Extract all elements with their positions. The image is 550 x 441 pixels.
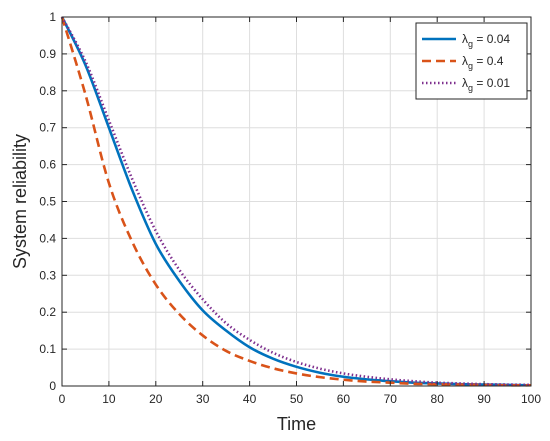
y-tick-label: 0.5 bbox=[39, 195, 56, 209]
legend-label-value: = 0.4 bbox=[473, 54, 504, 68]
x-tick-label: 100 bbox=[521, 392, 541, 406]
x-tick-label: 50 bbox=[290, 392, 304, 406]
y-tick-label: 0 bbox=[49, 379, 56, 393]
legend-label-subscript: g bbox=[468, 39, 473, 49]
x-tick-label: 40 bbox=[243, 392, 257, 406]
y-tick-label: 0.2 bbox=[39, 305, 56, 319]
legend-label-2: λg = 0.01 bbox=[462, 76, 510, 93]
legend-box bbox=[415, 22, 528, 100]
x-tick-label: 30 bbox=[196, 392, 210, 406]
legend-label-0: λg = 0.04 bbox=[462, 32, 510, 49]
y-tick-label: 0.6 bbox=[39, 158, 56, 172]
x-tick-label: 90 bbox=[477, 392, 491, 406]
y-tick-label: 0.9 bbox=[39, 47, 56, 61]
legend-label-value: = 0.04 bbox=[473, 32, 510, 46]
x-axis-label: Time bbox=[277, 414, 316, 434]
x-tick-label: 60 bbox=[337, 392, 351, 406]
series-line-0 bbox=[60, 16, 532, 387]
legend-label-symbol: λ bbox=[462, 54, 468, 68]
series-line-1 bbox=[60, 16, 532, 387]
y-tick-label: 0.4 bbox=[39, 231, 56, 245]
legend-label-symbol: λ bbox=[462, 76, 468, 90]
legend-label-1: λg = 0.4 bbox=[462, 54, 504, 71]
x-tick-label: 0 bbox=[59, 392, 66, 406]
x-tick-label: 70 bbox=[384, 392, 398, 406]
y-axis-label: System reliability bbox=[10, 134, 30, 269]
y-tick-label: 0.8 bbox=[39, 84, 56, 98]
axis-ticks: 0 10 20 30 40 50 60 70 80 90 100 0 0.1 0.2 0.3 0.4 0.5 0.… bbox=[39, 10, 541, 406]
y-tick-label: 1 bbox=[49, 10, 56, 24]
y-tick-label: 0.3 bbox=[39, 268, 56, 282]
x-tick-label: 10 bbox=[102, 392, 116, 406]
series-lines bbox=[60, 16, 532, 387]
legend-label-value: = 0.01 bbox=[473, 76, 510, 90]
legend-label-symbol: λ bbox=[462, 32, 468, 46]
x-tick-label: 80 bbox=[431, 392, 445, 406]
legend-label-subscript: g bbox=[468, 61, 473, 71]
y-tick-label: 0.1 bbox=[39, 342, 56, 356]
legend-label-subscript: g bbox=[468, 83, 473, 93]
x-tick-label: 20 bbox=[149, 392, 163, 406]
y-tick-label: 0.7 bbox=[39, 121, 56, 135]
